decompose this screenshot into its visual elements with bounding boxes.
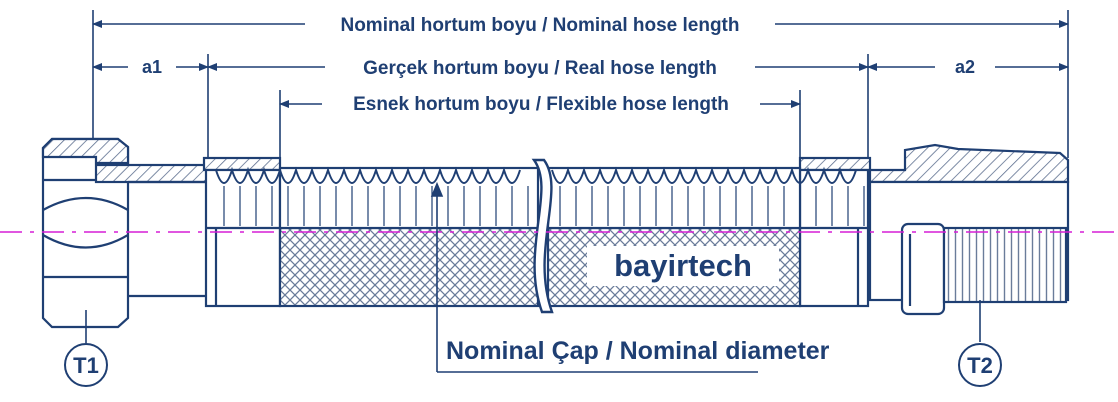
t1-label: T1 — [73, 353, 99, 378]
hose-left-segment — [278, 166, 540, 308]
t1-nut-fitting — [41, 137, 210, 329]
t1-callout: T1 — [64, 310, 108, 387]
corrugated-hose-profile — [215, 166, 865, 226]
t2-threaded-fitting — [868, 143, 1070, 316]
t2-label: T2 — [967, 353, 993, 378]
right-ferrule — [798, 156, 872, 308]
nominal-diameter-leader — [430, 181, 758, 373]
nominal-length-label: Nominal hortum boyu / Nominal hose lengt… — [340, 15, 739, 36]
flexible-length-label: Esnek hortum boyu / Flexible hose length — [353, 94, 729, 115]
nominal-diameter-label: Nominal Çap / Nominal diameter — [446, 337, 830, 365]
t2-callout: T2 — [958, 300, 1002, 387]
a1-label: a1 — [142, 57, 162, 77]
hose-break-mark — [531, 158, 554, 314]
a2-label: a2 — [955, 57, 975, 77]
real-length-label: Gerçek hortum boyu / Real hose length — [363, 58, 717, 79]
left-ferrule — [202, 156, 282, 308]
brand-logo: bayirtech — [614, 248, 752, 283]
brand-backdrop — [587, 246, 779, 286]
